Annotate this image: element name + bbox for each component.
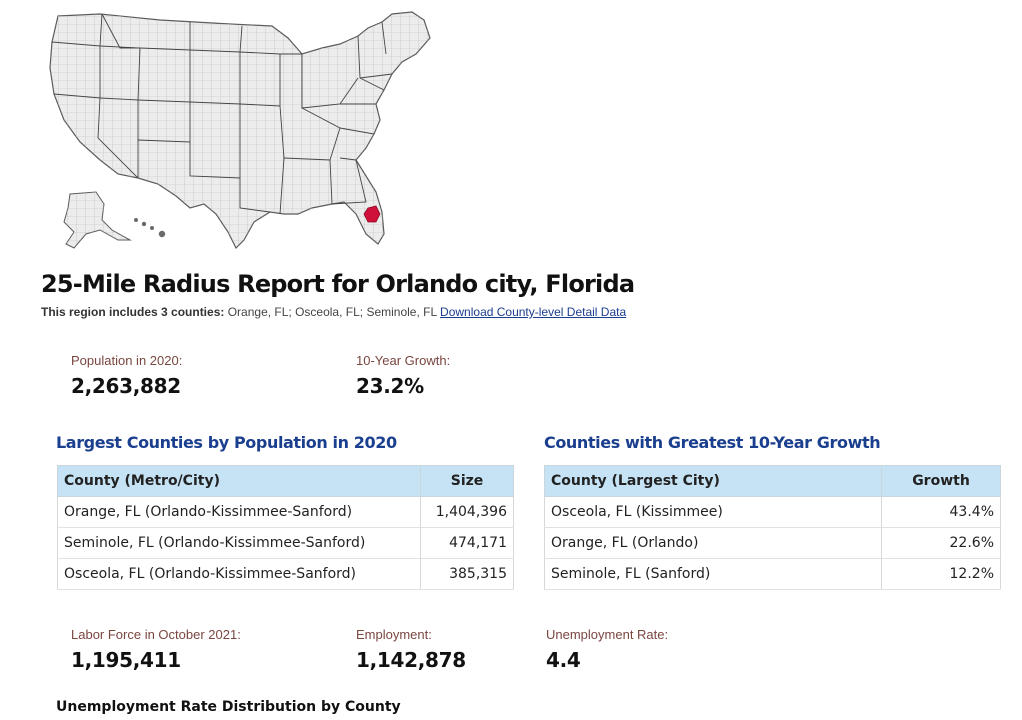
- orlando-highlight: [363, 205, 381, 223]
- county-cell: Osceola, FL (Orlando-Kissimmee-Sanford): [57, 558, 421, 590]
- county-cell: Orange, FL (Orlando-Kissimmee-Sanford): [57, 496, 421, 528]
- stat-label: Employment:: [356, 627, 432, 642]
- growth-stat: 10-Year Growth: 23.2%: [356, 353, 450, 398]
- column-header: County (Largest City): [544, 465, 882, 497]
- table-row: Osceola, FL (Kissimmee) 43.4%: [544, 496, 1001, 528]
- stat-label: Unemployment Rate:: [546, 627, 669, 642]
- column-header: Growth: [881, 465, 1001, 497]
- county-cell: Seminole, FL (Sanford): [544, 558, 882, 590]
- download-county-data-link[interactable]: Download County-level Detail Data: [440, 305, 627, 319]
- table-header-row: County (Largest City) Growth: [544, 465, 1001, 497]
- region-counties: Orange, FL; Osceola, FL; Seminole, FL: [227, 305, 437, 319]
- population-stat: Population in 2020: 2,263,882: [71, 353, 182, 398]
- region-lead: This region includes 3 counties:: [41, 305, 225, 319]
- us-county-map: [40, 8, 440, 253]
- largest-counties-table: County (Metro/City) Size Orange, FL (Orl…: [57, 465, 514, 590]
- size-cell: 474,171: [420, 527, 514, 559]
- distribution-section-title: Unemployment Rate Distribution by County: [56, 699, 401, 715]
- growth-cell: 22.6%: [881, 527, 1001, 559]
- hawaii-shape: [134, 218, 166, 238]
- stat-value: 23.2%: [356, 374, 424, 398]
- county-cell: Orange, FL (Orlando): [544, 527, 882, 559]
- stat-value: 4.4: [546, 648, 581, 672]
- size-cell: 385,315: [420, 558, 514, 590]
- employment-stat: Employment: 1,142,878: [356, 627, 466, 672]
- stat-label: Labor Force in October 2021:: [71, 627, 241, 642]
- county-cell: Seminole, FL (Orlando-Kissimmee-Sanford): [57, 527, 421, 559]
- table-row: Osceola, FL (Orlando-Kissimmee-Sanford) …: [57, 558, 514, 590]
- stat-label: Population in 2020:: [71, 353, 183, 368]
- stat-label: 10-Year Growth:: [356, 353, 451, 368]
- table-header-row: County (Metro/City) Size: [57, 465, 514, 497]
- growth-counties-table: County (Largest City) Growth Osceola, FL…: [544, 465, 1001, 590]
- stat-value: 2,263,882: [71, 374, 181, 398]
- table-row: Orange, FL (Orlando) 22.6%: [544, 527, 1001, 559]
- growth-cell: 43.4%: [881, 496, 1001, 528]
- us-map-svg: [49, 11, 431, 250]
- growth-counties-title: Counties with Greatest 10-Year Growth: [544, 433, 881, 452]
- table-row: Seminole, FL (Orlando-Kissimmee-Sanford)…: [57, 527, 514, 559]
- county-cell: Osceola, FL (Kissimmee): [544, 496, 882, 528]
- unemployment-rate-stat: Unemployment Rate: 4.4: [546, 627, 668, 672]
- column-header: Size: [420, 465, 514, 497]
- size-cell: 1,404,396: [420, 496, 514, 528]
- region-description: This region includes 3 counties: Orange,…: [41, 305, 626, 319]
- labor-force-stat: Labor Force in October 2021: 1,195,411: [71, 627, 241, 672]
- growth-cell: 12.2%: [881, 558, 1001, 590]
- stat-value: 1,195,411: [71, 648, 181, 672]
- page-title: 25-Mile Radius Report for Orlando city, …: [41, 270, 635, 298]
- column-header: County (Metro/City): [57, 465, 421, 497]
- largest-counties-title: Largest Counties by Population in 2020: [56, 433, 397, 452]
- table-row: Orange, FL (Orlando-Kissimmee-Sanford) 1…: [57, 496, 514, 528]
- stat-value: 1,142,878: [356, 648, 466, 672]
- table-row: Seminole, FL (Sanford) 12.2%: [544, 558, 1001, 590]
- state-borders: [51, 13, 393, 215]
